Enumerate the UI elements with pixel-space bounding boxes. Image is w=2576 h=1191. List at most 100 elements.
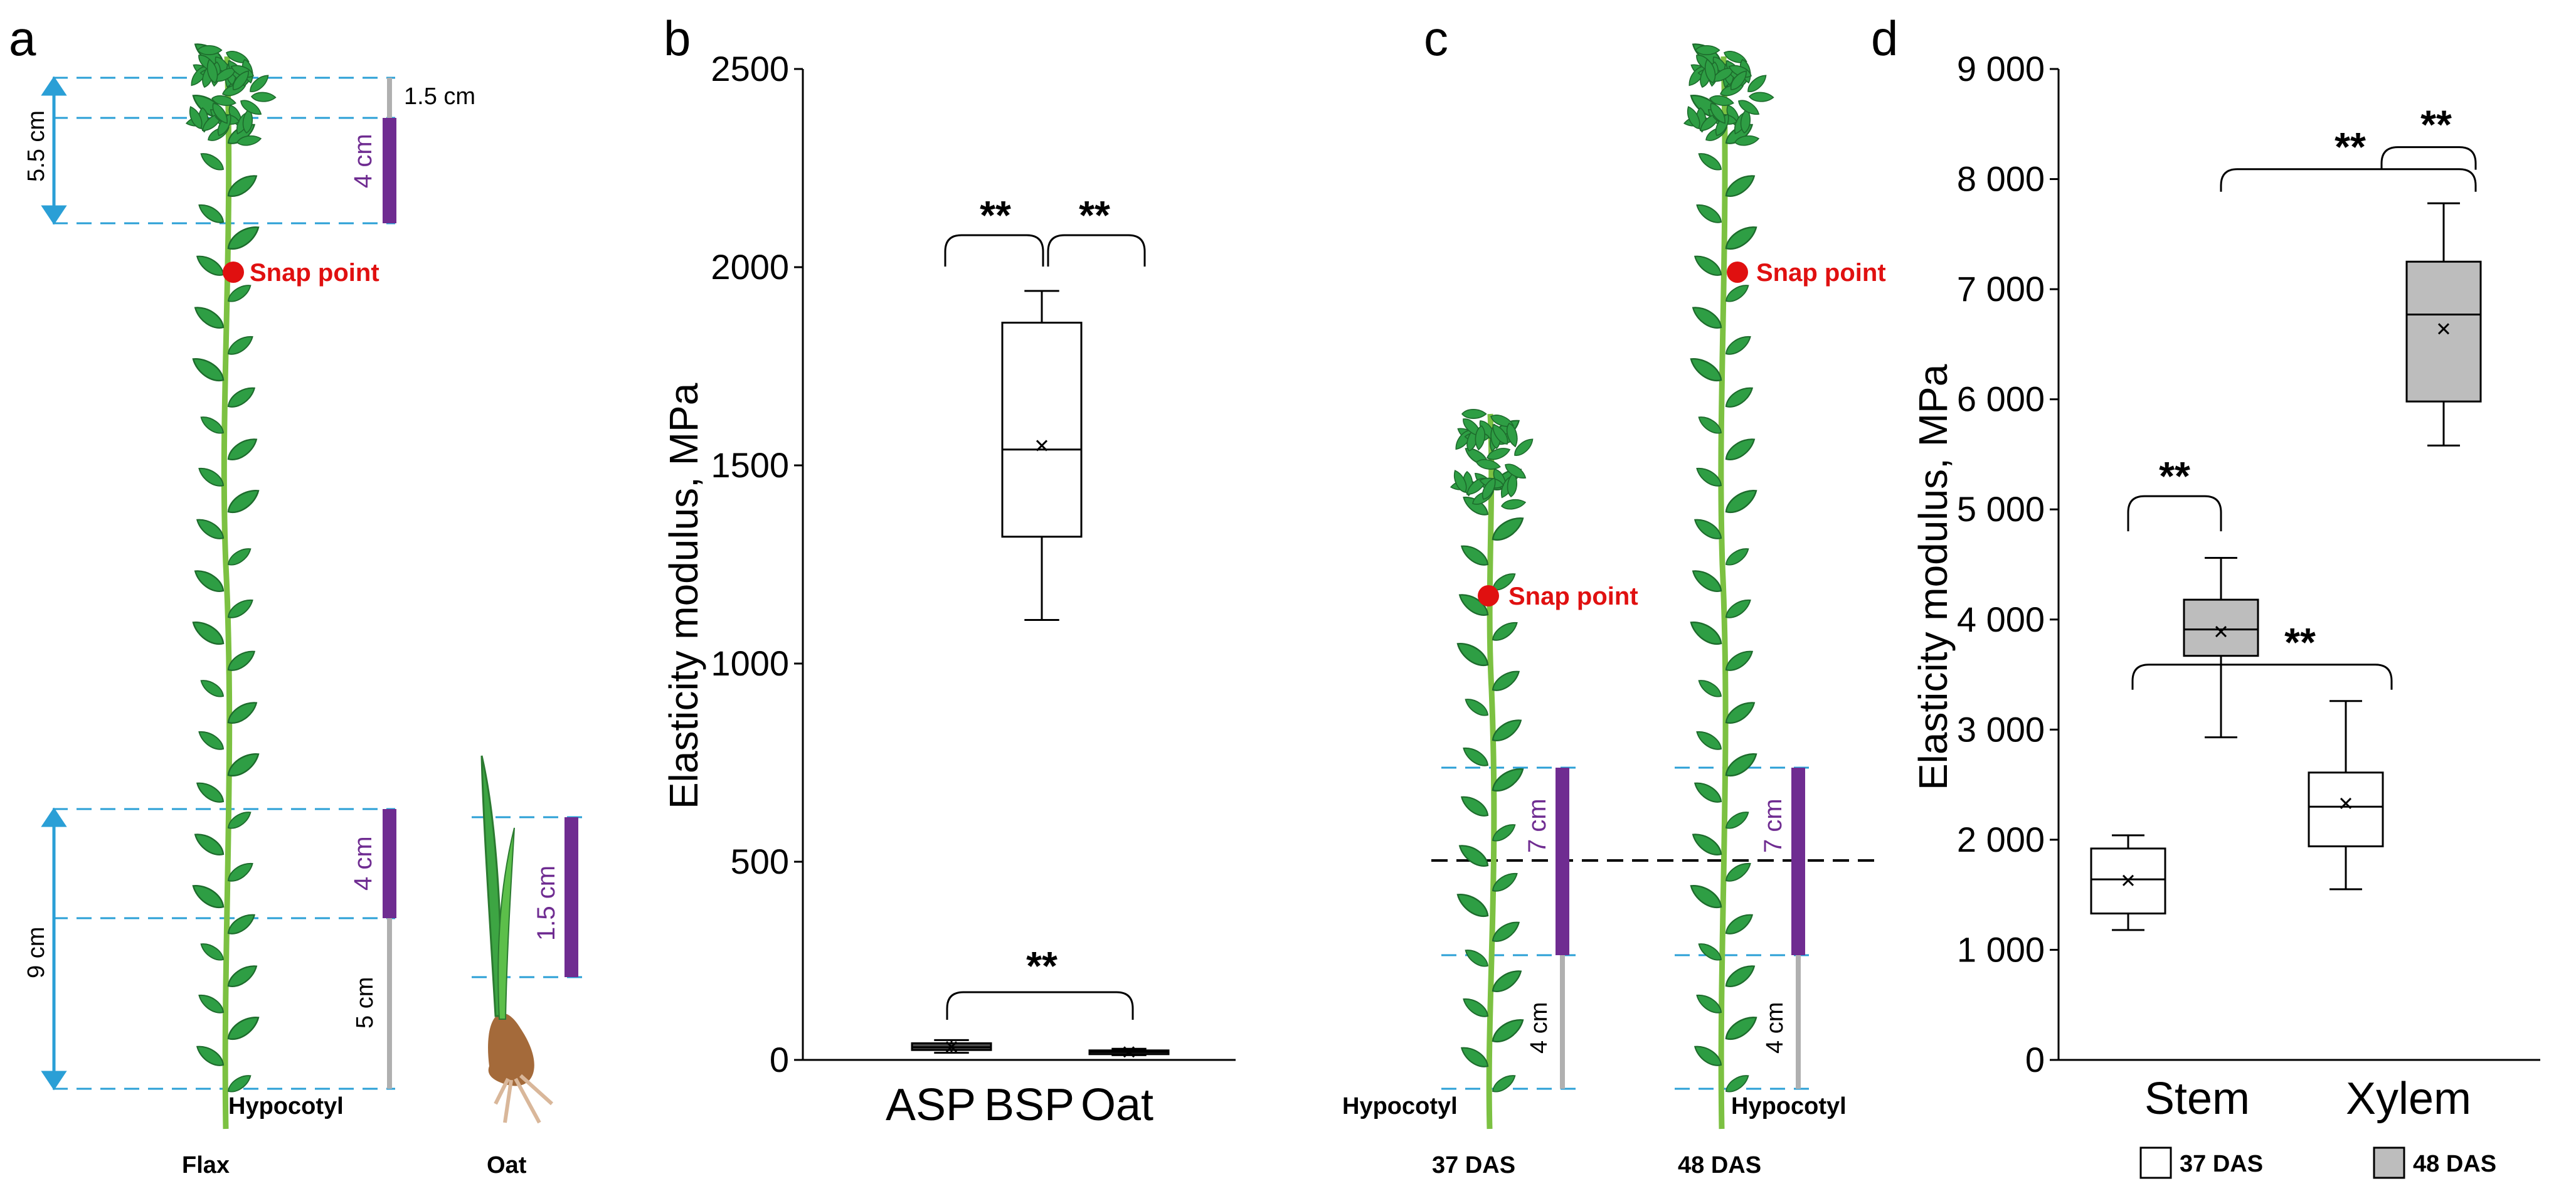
leaf — [1461, 408, 1487, 420]
chart-d: 0 1 000 2 000 3 000 4 000 5 000 6 000 7 000 8 00… — [1957, 49, 2540, 1179]
leaf — [1721, 433, 1759, 465]
legend: 37 DAS 48 DAS — [2139, 1146, 2496, 1179]
mean-marker — [2215, 626, 2227, 638]
leaf — [223, 484, 263, 519]
leaf — [1460, 993, 1492, 1022]
hypocotyl-label-a: Hypocotyl — [228, 1093, 344, 1120]
mean-marker — [945, 1041, 958, 1053]
leaf — [1460, 743, 1492, 771]
leaf — [188, 879, 228, 914]
grey-bar-37 — [1560, 955, 1565, 1089]
dim-top-segment-label: 4 cm — [349, 134, 377, 188]
leaf — [191, 565, 228, 597]
leaf — [225, 1071, 254, 1096]
leaf — [1693, 199, 1725, 228]
grey-bar-48 — [1796, 955, 1801, 1089]
y-tick-label: 1000 — [711, 643, 789, 683]
leaf — [1690, 250, 1725, 280]
significance-label: ** — [2420, 102, 2452, 147]
leaf — [1457, 791, 1492, 821]
mean-marker — [2122, 874, 2134, 886]
y-tick-label: 8 000 — [1957, 159, 2045, 199]
snap-point-37-marker — [1478, 585, 1499, 606]
significance-bracket — [946, 991, 1134, 1020]
flax-label: Flax — [182, 1152, 230, 1178]
snap-point-37-label: Snap point — [1508, 583, 1638, 610]
leaf — [193, 250, 228, 280]
panel-a-arrows — [41, 76, 67, 1091]
significance-bracket — [2380, 146, 2477, 170]
y-tick-label: 7 000 — [1957, 269, 2045, 309]
leaf — [1722, 858, 1754, 886]
leaf — [195, 726, 228, 754]
leaf — [191, 302, 228, 334]
leaf — [1690, 777, 1725, 807]
leaf — [1488, 665, 1524, 696]
box-stem-48das — [2183, 556, 2259, 739]
leaf — [223, 1011, 263, 1045]
leaf — [1748, 92, 1774, 103]
y-tick-label: 4 000 — [1957, 600, 2045, 639]
panel-c-letter: c — [1424, 11, 1448, 66]
plant-48-leaves — [1683, 38, 1774, 1096]
leaf — [1453, 637, 1493, 672]
leaf — [1722, 909, 1757, 939]
significance-bracket — [2220, 168, 2477, 192]
leaf — [1721, 960, 1759, 992]
leaf — [1722, 1071, 1752, 1096]
y-tick-label: 6 000 — [1957, 379, 2045, 419]
box-bsp — [1001, 290, 1083, 621]
leaf — [198, 149, 227, 174]
oat-purple-bar — [564, 817, 578, 977]
leaf — [1695, 675, 1725, 701]
significance-label: ** — [980, 193, 1011, 238]
y-tick-label: 1 000 — [1957, 929, 2045, 969]
dim-bottom-total-label: 9 cm — [23, 927, 50, 978]
bottom-grey-bar — [387, 918, 392, 1089]
lower-37-label: 4 cm — [1526, 1002, 1552, 1054]
leaf — [193, 1040, 228, 1071]
segment-48-label: 7 cm — [1759, 798, 1787, 853]
leaf — [223, 960, 261, 992]
leaf — [1721, 1011, 1761, 1045]
leaf — [1455, 840, 1493, 872]
mean-marker — [1123, 1046, 1135, 1058]
y-tick-label: 2 000 — [1957, 820, 2045, 859]
leaf — [1457, 1042, 1492, 1072]
leaf — [250, 92, 277, 103]
leaf — [1722, 382, 1757, 412]
significance-bracket — [2131, 664, 2393, 690]
panel-a-letter: a — [9, 11, 36, 66]
leaf — [1722, 544, 1752, 569]
y-tick-label: 0 — [770, 1040, 789, 1079]
purple-bar-48 — [1791, 768, 1805, 955]
plant-37das — [1450, 408, 1537, 1130]
leaf — [1722, 331, 1754, 359]
legend-swatch — [2373, 1146, 2405, 1179]
y-tick-label: 2000 — [711, 247, 789, 287]
significance-label: ** — [1026, 943, 1057, 988]
leaf — [188, 352, 228, 387]
leaf — [1457, 540, 1492, 570]
leaf — [1721, 484, 1761, 519]
leaf — [1693, 726, 1725, 754]
segment-37-label: 7 cm — [1524, 798, 1551, 853]
leaf — [198, 675, 227, 701]
leaf — [1688, 828, 1726, 860]
box-asp — [911, 1039, 992, 1054]
dim-top-total-label: 5.5 cm — [23, 110, 50, 182]
leaf — [1686, 616, 1726, 650]
top-grey-bar — [387, 78, 392, 118]
y-tick-label: 0 — [2025, 1040, 2045, 1079]
leaf — [188, 616, 228, 650]
leaf — [193, 777, 228, 807]
leaf — [1488, 1014, 1528, 1048]
label-37das: 37 DAS — [1432, 1152, 1515, 1178]
leaf — [1722, 280, 1752, 306]
significance-label: ** — [2284, 620, 2316, 665]
hypocotyl-48-label: Hypocotyl — [1731, 1093, 1847, 1120]
legend-label: 48 DAS — [2413, 1151, 2496, 1177]
hypocotyl-37-label: Hypocotyl — [1342, 1093, 1458, 1120]
leaf — [191, 828, 228, 860]
